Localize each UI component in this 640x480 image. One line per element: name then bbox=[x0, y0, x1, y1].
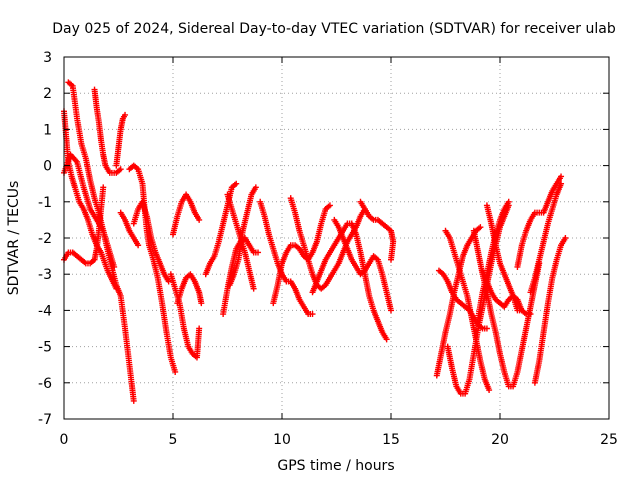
series-arc-9 bbox=[130, 198, 172, 285]
data-point bbox=[250, 285, 257, 292]
series-arc-31 bbox=[514, 173, 565, 270]
data-point bbox=[165, 278, 172, 285]
data-point bbox=[172, 368, 179, 375]
data-point bbox=[562, 235, 569, 241]
data-point bbox=[196, 325, 203, 332]
data-point bbox=[486, 387, 493, 394]
series-arc-17 bbox=[257, 198, 316, 318]
data-point bbox=[477, 224, 484, 231]
data-point bbox=[100, 184, 107, 191]
data-point bbox=[122, 111, 129, 118]
y-tick-label: 1 bbox=[43, 122, 52, 138]
data-point bbox=[309, 311, 316, 318]
data-point bbox=[326, 202, 333, 209]
x-tick-label: 5 bbox=[169, 432, 178, 448]
y-tick-label: -5 bbox=[38, 340, 52, 356]
y-tick-label: 3 bbox=[43, 50, 52, 66]
series-arc-20 bbox=[309, 220, 390, 343]
data-point bbox=[383, 336, 390, 343]
series-arc-16 bbox=[224, 191, 257, 292]
y-tick-label: 0 bbox=[43, 159, 52, 175]
data-point bbox=[527, 311, 534, 318]
x-axis-label: GPS time / hours bbox=[277, 458, 394, 474]
series-arc-18 bbox=[270, 202, 333, 307]
axis-ticks: 0 5 10 15 20 25 -7 -6 -5 -4 -3 -2 -1 0 1 2 3 bbox=[38, 50, 618, 448]
series-arc-32 bbox=[531, 235, 569, 386]
series-arc-29 bbox=[475, 198, 512, 321]
data-point bbox=[505, 198, 512, 205]
data-point bbox=[558, 180, 565, 187]
series-arc-12 bbox=[174, 271, 205, 307]
series-arc-21 bbox=[331, 216, 394, 314]
series-arc-10 bbox=[170, 191, 203, 238]
x-tick-label: 25 bbox=[600, 432, 618, 448]
y-tick-label: -3 bbox=[38, 267, 52, 283]
data-point bbox=[111, 263, 118, 270]
series-arc-7 bbox=[117, 209, 142, 249]
data-point bbox=[518, 307, 525, 314]
series-arc-2 bbox=[61, 108, 120, 292]
series-arc-15 bbox=[226, 184, 259, 289]
series-arc-22 bbox=[357, 198, 397, 263]
y-tick-label: -2 bbox=[38, 231, 52, 247]
x-tick-label: 20 bbox=[491, 432, 509, 448]
data-point bbox=[252, 184, 259, 191]
y-tick-label: -7 bbox=[38, 412, 52, 428]
x-tick-label: 15 bbox=[382, 432, 400, 448]
data-point bbox=[198, 300, 205, 307]
data-point bbox=[113, 285, 120, 292]
data-point bbox=[558, 173, 565, 180]
series-arc-30 bbox=[483, 202, 525, 314]
chart-title: Day 025 of 2024, Sidereal Day-to-day VTE… bbox=[52, 21, 616, 37]
data-point bbox=[130, 397, 137, 404]
data-point bbox=[117, 166, 124, 173]
data-point bbox=[196, 216, 203, 223]
x-tick-label: 0 bbox=[60, 432, 69, 448]
series-arc-5 bbox=[91, 86, 124, 176]
data-point bbox=[388, 307, 394, 314]
data-point bbox=[483, 325, 490, 332]
series-arc-23 bbox=[433, 224, 484, 379]
series-arc-3 bbox=[65, 79, 118, 270]
grid-lines bbox=[64, 57, 609, 419]
series-arc-6 bbox=[113, 111, 129, 169]
y-tick-label: -6 bbox=[38, 376, 52, 392]
data-point bbox=[255, 249, 262, 256]
data-point bbox=[388, 256, 394, 263]
series-arc-33 bbox=[527, 180, 565, 296]
y-tick-label: -4 bbox=[38, 303, 52, 319]
y-tick-label: -1 bbox=[38, 195, 52, 211]
series-arc-4 bbox=[61, 184, 107, 267]
data-point bbox=[233, 180, 240, 187]
data-markers bbox=[61, 79, 569, 404]
y-tick-label: 2 bbox=[43, 86, 52, 102]
x-tick-label: 10 bbox=[273, 432, 291, 448]
y-axis-label: SDTVAR / TECUs bbox=[6, 181, 22, 296]
data-point bbox=[135, 242, 142, 249]
